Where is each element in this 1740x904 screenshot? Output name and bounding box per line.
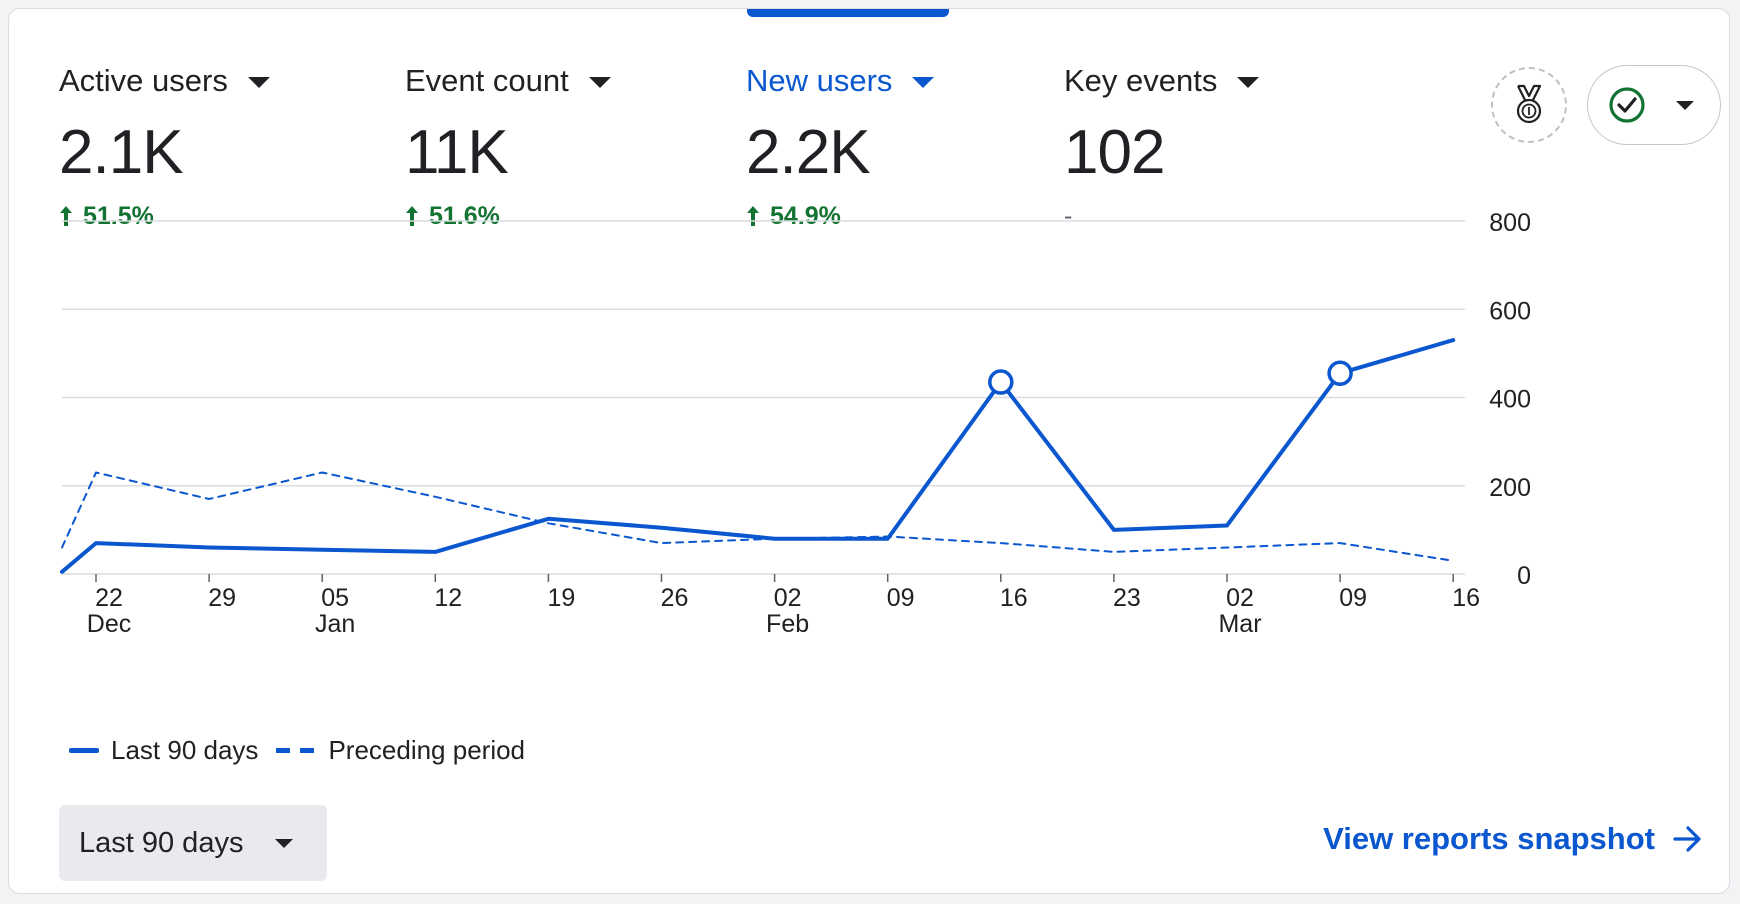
- legend-label: Preceding period: [328, 735, 526, 765]
- metric-label[interactable]: New users: [746, 61, 935, 101]
- arrow-up-icon: [406, 206, 418, 226]
- x-tick-label: 02: [1226, 584, 1254, 612]
- insights-badge-button[interactable]: [1491, 67, 1567, 143]
- legend-dashed-line-icon: [276, 748, 317, 753]
- legend-item-preceding-period: Preceding period: [276, 735, 525, 766]
- metric-change: 54.9%: [746, 199, 934, 233]
- metric-change: -: [1064, 199, 1259, 233]
- preceding-period-line: [61, 471, 1455, 562]
- active-tab-indicator: [747, 9, 949, 17]
- x-tick-label: 23: [1113, 584, 1141, 612]
- caret-down-icon: [1237, 76, 1260, 88]
- x-tick-label: 16: [1000, 584, 1028, 612]
- view-reports-snapshot-link[interactable]: View reports snapshot: [1323, 821, 1703, 857]
- x-tick-label: 09: [1339, 584, 1367, 612]
- x-tick-month-label: Feb: [766, 610, 809, 638]
- metric-key-events[interactable]: Key events 102 -: [1064, 61, 1260, 251]
- caret-down-icon: [275, 838, 294, 848]
- metric-label[interactable]: Key events: [1064, 61, 1260, 101]
- x-tick-label: 19: [547, 584, 575, 612]
- date-range-dropdown[interactable]: Last 90 days: [59, 805, 327, 881]
- last-90-days-line: [60, 338, 1456, 574]
- metric-label-text: Active users: [59, 63, 228, 98]
- x-tick-label: 22: [95, 584, 123, 612]
- legend-label: Last 90 days: [111, 735, 259, 765]
- caret-down-icon: [912, 76, 935, 88]
- data-point-marker: [1327, 360, 1353, 386]
- x-tick-label: 16: [1452, 584, 1480, 612]
- metric-change-text: -: [1064, 202, 1073, 230]
- y-tick-label: 800: [1489, 209, 1531, 237]
- arrow-right-icon: [1673, 826, 1701, 852]
- metric-active-users[interactable]: Active users 2.1K 51.5%: [59, 61, 270, 251]
- x-tick-label: 29: [208, 584, 236, 612]
- chart-legend: Last 90 days Preceding period: [69, 735, 543, 766]
- metric-new-users[interactable]: New users 2.2K 54.9%: [746, 61, 935, 251]
- medal-icon: [1516, 84, 1542, 124]
- date-range-label: Last 90 days: [79, 826, 244, 859]
- y-tick-label: 200: [1489, 474, 1531, 502]
- x-tick-month-label: Dec: [87, 610, 131, 638]
- x-tick-label: 26: [661, 584, 689, 612]
- caret-down-icon: [588, 76, 611, 88]
- caret-down-icon: [1676, 100, 1694, 110]
- data-point-marker: [988, 369, 1014, 395]
- metric-change-text: 51.5%: [83, 202, 154, 230]
- x-tick-label: 02: [774, 584, 802, 612]
- y-tick-label: 600: [1489, 297, 1531, 325]
- caret-down-icon: [247, 76, 270, 88]
- metric-value: 2.2K: [746, 118, 871, 187]
- view-link-label: View reports snapshot: [1323, 821, 1655, 856]
- metric-change: 51.5%: [59, 199, 270, 233]
- arrow-up-icon: [60, 206, 72, 226]
- y-tick-label: 0: [1517, 562, 1531, 590]
- metric-label-text: Event count: [405, 63, 569, 98]
- metric-change-text: 54.9%: [770, 202, 841, 230]
- check-circle-icon: [1609, 87, 1645, 123]
- x-tick-label: 12: [434, 584, 462, 612]
- x-tick-label: 05: [321, 584, 349, 612]
- metric-value: 2.1K: [59, 118, 184, 187]
- x-tick-label: 09: [887, 584, 915, 612]
- metric-label[interactable]: Event count: [405, 61, 611, 101]
- y-tick-label: 400: [1489, 386, 1531, 414]
- metric-value: 102: [1064, 118, 1165, 187]
- metric-change-text: 51.6%: [429, 202, 500, 230]
- x-tick-month-label: Mar: [1218, 610, 1261, 638]
- arrow-up-icon: [747, 206, 759, 226]
- metric-value: 11K: [405, 118, 509, 187]
- legend-solid-line-icon: [69, 748, 99, 753]
- new-users-overview-card: Active users 2.1K 51.5% Event count 11K …: [8, 8, 1730, 894]
- metric-label[interactable]: Active users: [59, 61, 270, 101]
- legend-item-last-90-days: Last 90 days: [69, 735, 258, 766]
- x-tick-month-label: Jan: [315, 610, 355, 638]
- metric-label-text: Key events: [1064, 63, 1218, 98]
- metric-change: 51.6%: [405, 199, 611, 233]
- metric-label-text: New users: [746, 63, 893, 98]
- metric-event-count[interactable]: Event count 11K 51.6%: [405, 61, 611, 251]
- data-status-dropdown[interactable]: [1587, 65, 1721, 145]
